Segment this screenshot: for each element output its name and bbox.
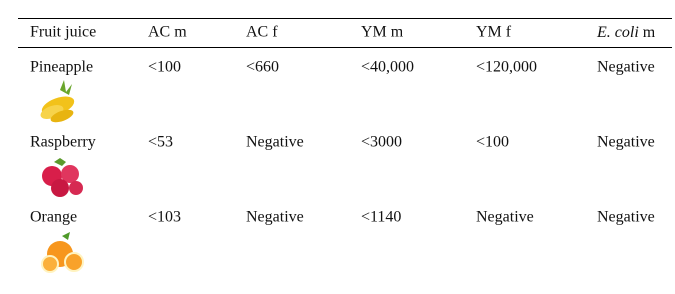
raspberry-icon [42, 158, 83, 197]
pineapple-icon [39, 80, 77, 125]
header-cell: YM m [361, 24, 404, 41]
cell: <53 [148, 134, 173, 151]
cell: <1140 [361, 209, 401, 226]
cell: Negative [476, 209, 534, 226]
cell: <103 [148, 209, 181, 226]
cell: <3000 [361, 134, 402, 151]
header-rest: m [639, 24, 656, 41]
row-label: Pineapple [30, 59, 93, 76]
header-italic: E. coli [596, 24, 639, 41]
cells: Fruit juice AC m AC f YM m YM f E. coli m Pine… [30, 24, 656, 226]
header-cell: AC m [148, 24, 187, 41]
cell: Negative [597, 209, 655, 226]
row-label: Raspberry [30, 134, 96, 151]
cell: Negative [597, 134, 655, 151]
header-cell: AC f [246, 24, 278, 41]
cell: <100 [476, 134, 509, 151]
cell: Negative [246, 209, 304, 226]
cell: <40,000 [361, 59, 414, 76]
header-cell: Fruit juice [30, 24, 96, 41]
header-cell: E. coli m [596, 24, 656, 41]
table: Fruit juice AC m AC f YM m YM f E. coli m Pine… [0, 0, 675, 289]
header-cell: YM f [476, 24, 512, 41]
cell: <660 [246, 59, 279, 76]
cell: <100 [148, 59, 181, 76]
cell: Negative [246, 134, 304, 151]
cell: <120,000 [476, 59, 537, 76]
orange-icon [42, 232, 83, 272]
row-label: Orange [30, 209, 77, 226]
cell: Negative [597, 59, 655, 76]
